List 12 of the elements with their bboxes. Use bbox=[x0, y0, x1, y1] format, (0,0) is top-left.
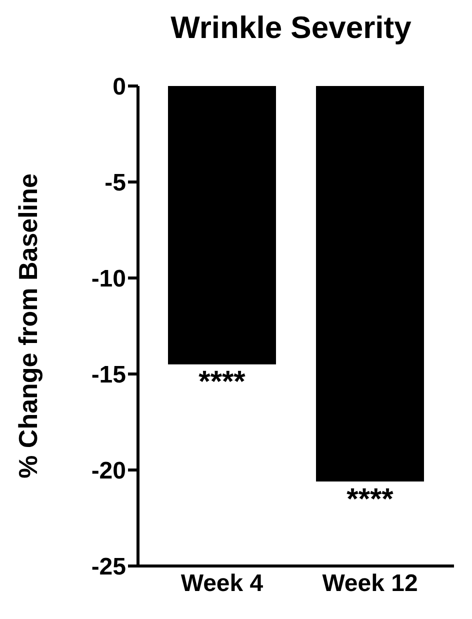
chart-title: Wrinkle Severity bbox=[170, 9, 412, 47]
annotation: **** bbox=[346, 482, 394, 516]
y-axis-title: % Change from Baseline bbox=[13, 174, 44, 478]
x-tick-label: Week 4 bbox=[180, 570, 264, 598]
y-tick-label: -15 bbox=[91, 362, 126, 389]
y-tick-label: 0 bbox=[112, 74, 126, 101]
x-tick-label: Week 12 bbox=[322, 570, 418, 598]
annotation: **** bbox=[198, 366, 246, 399]
y-tick-label: -5 bbox=[104, 170, 126, 197]
y-tick-label: -10 bbox=[91, 266, 126, 293]
y-tick-label: -25 bbox=[91, 554, 126, 581]
y-tick-label: -20 bbox=[91, 458, 126, 485]
